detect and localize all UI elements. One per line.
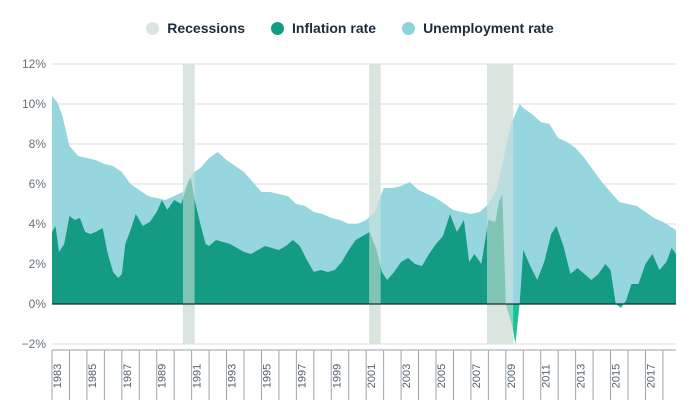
x-tick-label: 1999 <box>331 364 343 388</box>
y-tick-label: 12% <box>22 57 46 71</box>
legend-inflation: Inflation rate <box>271 20 376 36</box>
x-tick-label: 1985 <box>87 364 99 388</box>
x-tick-label: 1989 <box>157 364 169 388</box>
x-tick-label: 1993 <box>227 364 239 388</box>
x-tick-label: 2007 <box>471 364 483 388</box>
legend-recessions: Recessions <box>146 20 245 36</box>
axes: −2% 0% 2% 4% 6% 8% 10% 12% 1983 1985 1987 1989 1991 1… <box>22 57 676 400</box>
y-tick-label: 10% <box>22 97 46 111</box>
recessions-swatch-icon <box>146 21 160 35</box>
y-tick-label: 4% <box>29 217 47 231</box>
y-tick-label: −2% <box>22 337 47 351</box>
legend: Recessions Inflation rate Unemployment r… <box>0 20 700 36</box>
x-tick-label: 1995 <box>261 364 273 388</box>
legend-unemployment: Unemployment rate <box>402 20 554 36</box>
x-tick-label: 1983 <box>52 364 64 388</box>
legend-inflation-label: Inflation rate <box>292 20 377 36</box>
x-tick-label: 1997 <box>296 364 308 388</box>
unemployment-swatch-icon <box>402 21 416 35</box>
x-tick-label: 2015 <box>611 364 623 388</box>
y-tick-label: 2% <box>29 257 47 271</box>
recession-overlay-2 <box>369 64 381 344</box>
legend-recessions-label: Recessions <box>167 20 246 36</box>
x-tick-label: 2001 <box>366 364 378 388</box>
inflation-swatch-icon <box>271 21 285 35</box>
y-tick-label: 6% <box>29 177 47 191</box>
x-tick-label: 2003 <box>401 364 413 388</box>
x-tick-label: 1987 <box>122 364 134 388</box>
legend-unemployment-label: Unemployment rate <box>423 20 554 36</box>
x-tick-label: 2013 <box>576 364 588 388</box>
y-tick-label: 0% <box>29 297 47 311</box>
inflation-area-group <box>52 64 676 344</box>
y-tick-label: 8% <box>29 137 47 151</box>
x-tick-label: 2017 <box>645 364 657 388</box>
recession-overlay-1 <box>182 64 195 344</box>
x-tick-label: 2009 <box>506 364 518 388</box>
x-tick-label: 2011 <box>541 364 553 388</box>
recession-overlay-3 <box>486 64 514 344</box>
x-tick-label: 2005 <box>436 364 448 388</box>
inflation-area <box>52 178 676 304</box>
x-tick-label: 1991 <box>192 364 204 388</box>
